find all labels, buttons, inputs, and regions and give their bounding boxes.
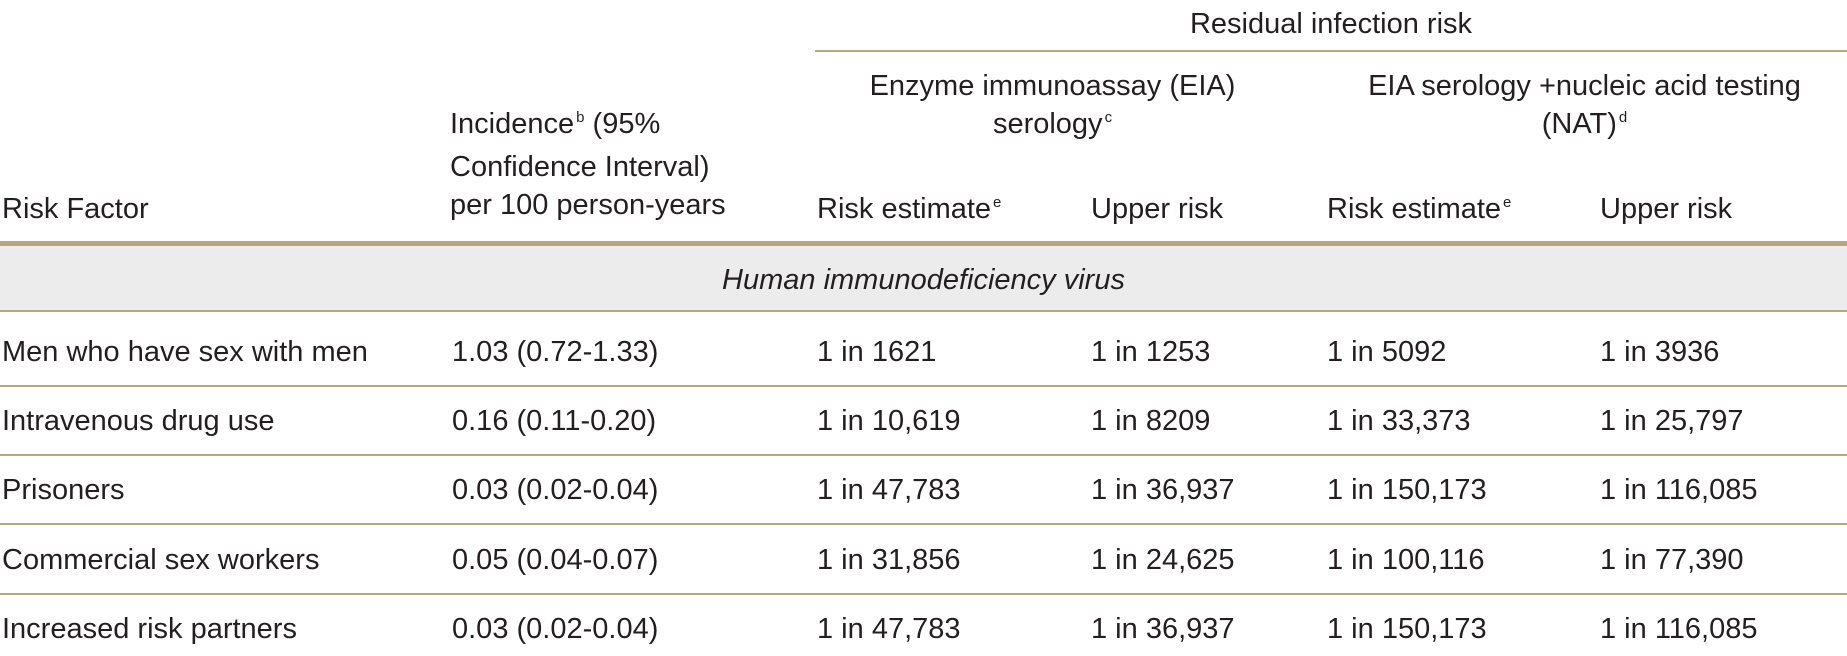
table-row-eia-upper: 1 in 36,937 — [1091, 474, 1235, 506]
table-row-nat-estimate: 1 in 33,373 — [1327, 405, 1471, 437]
eia-upper-risk-header: Upper risk — [1091, 193, 1224, 225]
risk-factor-header: Risk Factor — [2, 193, 149, 225]
section-rule — [0, 310, 1847, 312]
table-row-eia-estimate: 1 in 47,783 — [817, 474, 961, 506]
table-row-nat-upper: 1 in 3936 — [1600, 336, 1720, 368]
table-row-incidence: 0.05 (0.04-0.07) — [452, 544, 659, 576]
table-row-incidence: 1.03 (0.72-1.33) — [452, 336, 659, 368]
table-row-nat-estimate: 1 in 100,116 — [1327, 544, 1485, 576]
group-title: Residual infection risk — [1189, 8, 1473, 40]
row-divider — [0, 385, 1847, 387]
table-row-incidence: 0.16 (0.11-0.20) — [452, 405, 657, 437]
table-row-factor: Intravenous drug use — [2, 405, 275, 437]
table-row-incidence: 0.03 (0.02-0.04) — [452, 613, 659, 645]
group-divider — [815, 50, 1847, 52]
table-row-nat-upper: 1 in 116,085 — [1600, 613, 1758, 645]
table-row-nat-upper: 1 in 25,797 — [1600, 405, 1744, 437]
table-row-eia-upper: 1 in 8209 — [1091, 405, 1211, 437]
section-band — [0, 246, 1847, 310]
nat-upper-risk-header: Upper risk — [1600, 193, 1733, 225]
table-row-nat-estimate: 1 in 5092 — [1327, 336, 1447, 368]
table-row-eia-estimate: 1 in 1621 — [817, 336, 937, 368]
nat-risk-estimate-header: Risk estimate e — [1327, 193, 1512, 225]
table-row-factor: Increased risk partners — [2, 613, 297, 645]
table-row-eia-estimate: 1 in 10,619 — [817, 405, 961, 437]
table-row-incidence: 0.03 (0.02-0.04) — [452, 474, 659, 506]
table-row-eia-upper: 1 in 1253 — [1091, 336, 1211, 368]
header-rule — [0, 241, 1847, 246]
table-row-eia-upper: 1 in 24,625 — [1091, 544, 1235, 576]
eia-risk-estimate-header: Risk estimate e — [817, 193, 1002, 225]
table-row-nat-estimate: 1 in 150,173 — [1327, 474, 1487, 506]
section-title: Human immunodeficiency virus — [722, 264, 1125, 296]
row-divider — [0, 593, 1847, 595]
table-row-nat-upper: 1 in 77,390 — [1600, 544, 1744, 576]
table-row-eia-upper: 1 in 36,937 — [1091, 613, 1235, 645]
incidence-header: Incidence b (95% Confidence Interval) per… — [450, 108, 726, 221]
table-row-factor: Men who have sex with men — [2, 336, 368, 368]
table-row-nat-estimate: 1 in 150,173 — [1327, 613, 1487, 645]
row-divider — [0, 523, 1847, 525]
table-row-eia-estimate: 1 in 47,783 — [817, 613, 961, 645]
nat-header: EIA serology +nucleic acid testing (NAT)… — [1368, 70, 1801, 140]
table-row-nat-upper: 1 in 116,085 — [1600, 474, 1758, 506]
table-row-eia-estimate: 1 in 31,856 — [817, 544, 961, 576]
eia-header: Enzyme immunoassay (EIA) serology c — [869, 70, 1236, 140]
table-row-factor: Commercial sex workers — [2, 544, 320, 576]
row-divider — [0, 454, 1847, 456]
table-row-factor: Prisoners — [2, 474, 125, 506]
